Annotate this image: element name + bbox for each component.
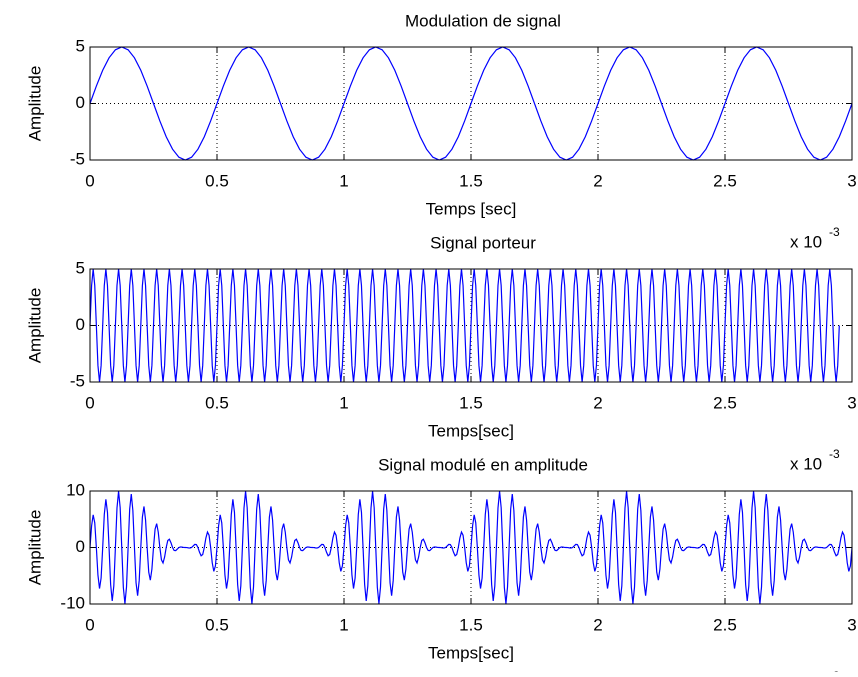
x-tick-label: 2.5 bbox=[713, 171, 737, 190]
x-axis-label: Temps[sec] bbox=[428, 643, 514, 662]
x-tick-label: 3 bbox=[847, 171, 856, 190]
y-tick-label: 5 bbox=[76, 36, 85, 55]
x-tick-label: 0.5 bbox=[205, 615, 229, 634]
x-tick-label: 0 bbox=[85, 615, 94, 634]
x-axis-label: Temps[sec] bbox=[428, 421, 514, 440]
x-tick-label: 0.5 bbox=[205, 393, 229, 412]
signal-line bbox=[89, 46, 853, 161]
y-tick-label: 0 bbox=[76, 537, 85, 556]
x-tick-label: 1 bbox=[339, 393, 348, 412]
x-tick-label: 1.5 bbox=[459, 171, 483, 190]
x-tick-label: 2.5 bbox=[713, 615, 737, 634]
x-tick-label: 1.5 bbox=[459, 615, 483, 634]
x-exponent: -3 bbox=[829, 447, 840, 461]
y-tick-label: 0 bbox=[76, 93, 85, 112]
y-tick-label: -5 bbox=[70, 371, 85, 390]
x-tick-label: 2 bbox=[593, 615, 602, 634]
signal-line bbox=[89, 491, 853, 604]
x-tick-label: 0.5 bbox=[205, 171, 229, 190]
x-tick-label: 0 bbox=[85, 171, 94, 190]
x-tick-label: 2 bbox=[593, 393, 602, 412]
y-tick-label: 0 bbox=[76, 315, 85, 334]
chart-title: Signal porteur bbox=[430, 233, 536, 252]
x-exponent: -3 bbox=[829, 225, 840, 239]
y-axis-label: Amplitude bbox=[25, 510, 44, 586]
plot-frame bbox=[89, 46, 853, 161]
signal-line bbox=[89, 268, 840, 383]
plot-frame bbox=[89, 490, 853, 605]
y-axis-label: Amplitude bbox=[25, 288, 44, 364]
y-tick-label: -5 bbox=[70, 149, 85, 168]
chart-title: Modulation de signal bbox=[405, 11, 561, 30]
x-tick-label: 2.5 bbox=[713, 393, 737, 412]
y-tick-label: 5 bbox=[76, 258, 85, 277]
chart-title: Signal modulé en amplitude bbox=[378, 455, 588, 474]
plot-frame bbox=[89, 268, 853, 383]
x-tick-label: 3 bbox=[847, 393, 856, 412]
y-axis-label: Amplitude bbox=[25, 66, 44, 142]
x-tick-label: 2 bbox=[593, 171, 602, 190]
x-multiplier: x 10 bbox=[790, 232, 822, 251]
x-tick-label: 0 bbox=[85, 393, 94, 412]
x-tick-label: 1.5 bbox=[459, 393, 483, 412]
x-multiplier: x 10 bbox=[790, 454, 822, 473]
x-tick-label: 3 bbox=[847, 615, 856, 634]
x-tick-label: 1 bbox=[339, 171, 348, 190]
y-tick-label: 10 bbox=[66, 480, 85, 499]
y-tick-label: -10 bbox=[60, 593, 85, 612]
x-tick-label: 1 bbox=[339, 615, 348, 634]
x-axis-label: Temps [sec] bbox=[426, 199, 517, 218]
